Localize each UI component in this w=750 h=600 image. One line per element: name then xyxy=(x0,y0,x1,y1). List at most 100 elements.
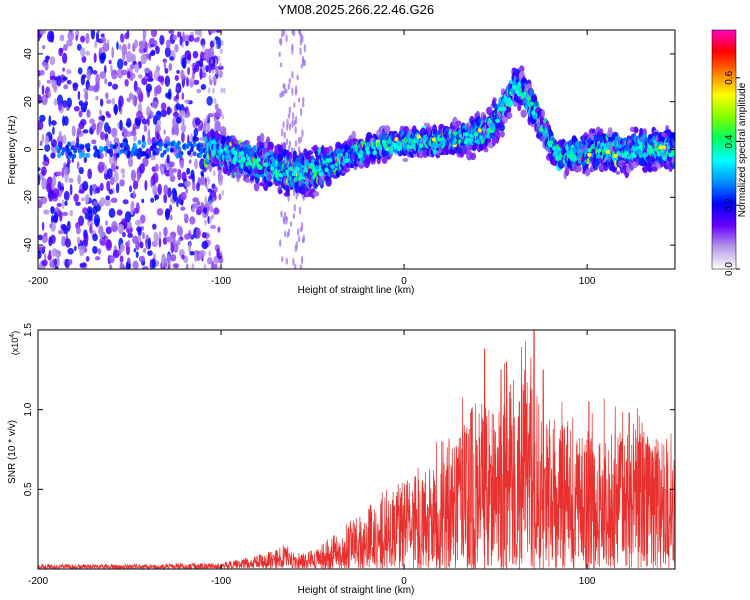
heatmap-cell xyxy=(283,131,286,139)
heatmap-cell xyxy=(124,211,132,223)
tick-label: 40 xyxy=(23,48,34,60)
heatmap-cell xyxy=(148,237,151,250)
heatmap-cell xyxy=(65,148,70,154)
heatmap-cell xyxy=(295,191,298,200)
heatmap-cell xyxy=(672,152,675,157)
heatmap-cell xyxy=(75,227,81,235)
heatmap-cell xyxy=(115,165,119,170)
heatmap-cell xyxy=(44,135,50,146)
heatmap-cell xyxy=(299,227,303,233)
heatmap-cell xyxy=(263,162,268,167)
heatmap-cell xyxy=(474,131,479,137)
heatmap-cell xyxy=(297,176,303,181)
heatmap-cell xyxy=(41,84,45,96)
heatmap-cell xyxy=(201,231,207,239)
heatmap-cell xyxy=(283,88,287,95)
heatmap-cell xyxy=(90,30,96,40)
heatmap-cell xyxy=(98,121,103,134)
heatmap-cell xyxy=(203,207,207,215)
heatmap-cell xyxy=(506,111,513,119)
heatmap-cell xyxy=(195,227,201,239)
heatmap-cell xyxy=(43,209,50,215)
snr-series-line xyxy=(38,330,675,569)
heatmap-cell xyxy=(295,240,298,250)
spectrogram-x-axis-label: Height of straight line (km) xyxy=(298,285,415,296)
heatmap-cell xyxy=(105,220,108,226)
heatmap-cell xyxy=(668,152,673,158)
heatmap-cell xyxy=(121,126,126,134)
heatmap-cell xyxy=(52,187,59,199)
heatmap-cell xyxy=(302,102,305,108)
heatmap-cell xyxy=(208,250,212,257)
chart-title: YM08.2025.266.22.46.G26 xyxy=(278,2,434,17)
heatmap-cell xyxy=(293,203,296,212)
heatmap-cell xyxy=(176,224,181,236)
heatmap-cell xyxy=(287,145,291,152)
heatmap-cell xyxy=(93,151,98,157)
heatmap-cell xyxy=(218,69,223,79)
heatmap-cell xyxy=(95,95,99,101)
heatmap-cell xyxy=(163,193,168,204)
heatmap-cell xyxy=(285,186,290,195)
heatmap-cell xyxy=(41,178,48,190)
heatmap-cell xyxy=(127,232,133,238)
heatmap-cell xyxy=(654,147,659,152)
heatmap-cell xyxy=(91,139,97,145)
heatmap-cell xyxy=(165,39,171,49)
heatmap-cell xyxy=(66,79,72,85)
heatmap-cell xyxy=(430,142,435,148)
heatmap-cell xyxy=(137,139,142,145)
heatmap-cell xyxy=(169,167,174,179)
heatmap-cell xyxy=(291,111,295,121)
heatmap-cell xyxy=(79,144,84,150)
heatmap-cell xyxy=(511,85,517,90)
heatmap-cell xyxy=(120,242,125,253)
heatmap-cell xyxy=(93,214,101,226)
heatmap-cell xyxy=(132,135,137,142)
heatmap-cell xyxy=(185,263,189,269)
heatmap-cell xyxy=(278,51,281,57)
heatmap-cell xyxy=(65,238,71,248)
heatmap-cell xyxy=(38,250,42,259)
heatmap-cell xyxy=(48,193,54,202)
heatmap-cell xyxy=(94,256,101,261)
heatmap-cell xyxy=(306,150,314,156)
tick-label: 1.5 xyxy=(23,323,34,337)
heatmap-cell xyxy=(617,144,623,149)
heatmap-cell xyxy=(55,252,61,258)
heatmap-cell xyxy=(381,139,387,145)
heatmap-cell xyxy=(295,166,300,171)
heatmap-cell xyxy=(199,149,204,155)
tick-label: -40 xyxy=(23,237,34,252)
heatmap-cell xyxy=(143,124,148,133)
heatmap-cell xyxy=(203,263,207,269)
heatmap-cell xyxy=(53,211,59,224)
heatmap-cell xyxy=(58,47,63,57)
heatmap-cell xyxy=(613,153,618,159)
heatmap-cell xyxy=(41,234,48,244)
heatmap-cell xyxy=(109,176,115,186)
heatmap-cell xyxy=(139,241,144,249)
heatmap-cell xyxy=(58,130,62,141)
heatmap-cell xyxy=(82,180,89,191)
heatmap-cell xyxy=(299,264,303,269)
heatmap-cell xyxy=(245,140,251,146)
heatmap-cell xyxy=(57,229,64,235)
heatmap-cell xyxy=(56,256,60,267)
heatmap-cell xyxy=(212,87,215,94)
heatmap-cell xyxy=(647,145,653,150)
heatmap-cell xyxy=(80,35,86,43)
heatmap-cell xyxy=(529,101,534,106)
heatmap-cell xyxy=(206,200,209,207)
heatmap-cell xyxy=(623,151,629,156)
heatmap-cell xyxy=(162,149,167,155)
heatmap-cell xyxy=(79,151,84,157)
heatmap-cell xyxy=(490,124,495,130)
tick-label: 20 xyxy=(23,96,34,108)
heatmap-cell xyxy=(177,182,184,188)
heatmap-cell xyxy=(160,166,165,176)
heatmap-cell xyxy=(138,255,146,263)
heatmap-cell xyxy=(196,182,200,192)
heatmap-cell xyxy=(190,169,195,180)
heatmap-cell xyxy=(278,189,283,194)
